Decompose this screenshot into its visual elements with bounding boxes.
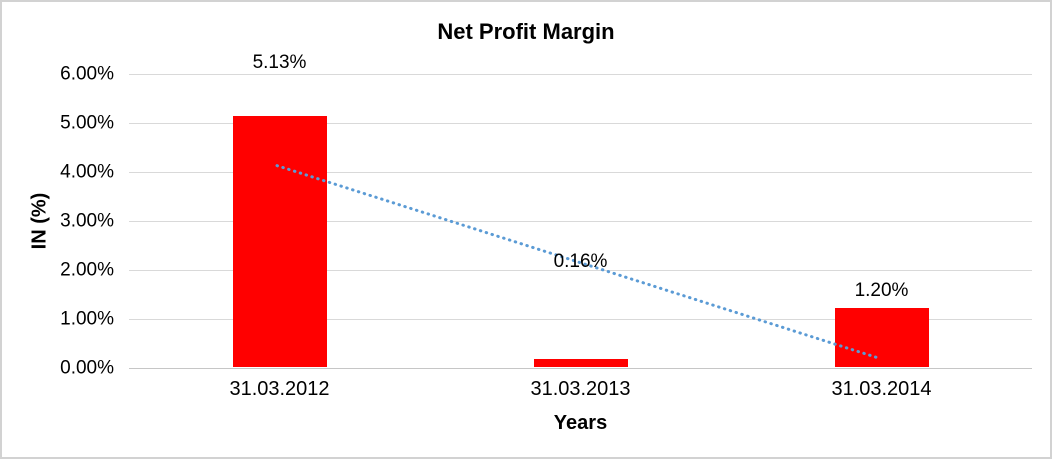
bar [232,115,327,367]
x-tick-label: 31.03.2013 [530,378,631,400]
y-tick-label: 0.00% [60,357,114,379]
chart-title: Net Profit Margin [437,19,615,44]
data-label: 0.16% [553,251,608,273]
x-axis-title: Years [553,412,608,434]
gridline [129,221,1032,222]
data-label: 5.13% [252,52,307,74]
bar [834,308,929,367]
x-tick-label: 31.03.2014 [831,378,932,400]
gridline [129,319,1032,320]
gridline [129,172,1032,173]
bar [533,359,628,367]
x-axis-line [129,368,1032,369]
trendline [275,164,881,360]
y-tick-label: 1.00% [60,308,114,330]
y-tick-label: 2.00% [60,259,114,281]
plot-area: 5.13% 0.16% 1.20% [129,52,1032,369]
y-tick-label: 4.00% [60,161,114,183]
x-tick-label: 31.03.2012 [229,378,330,400]
data-label: 1.20% [854,280,909,302]
gridline [129,270,1032,271]
y-tick-label: 5.00% [60,112,114,134]
y-tick-label: 3.00% [60,210,114,232]
y-tick-label: 6.00% [60,63,114,85]
gridline [129,74,1032,75]
gridline [129,123,1032,124]
